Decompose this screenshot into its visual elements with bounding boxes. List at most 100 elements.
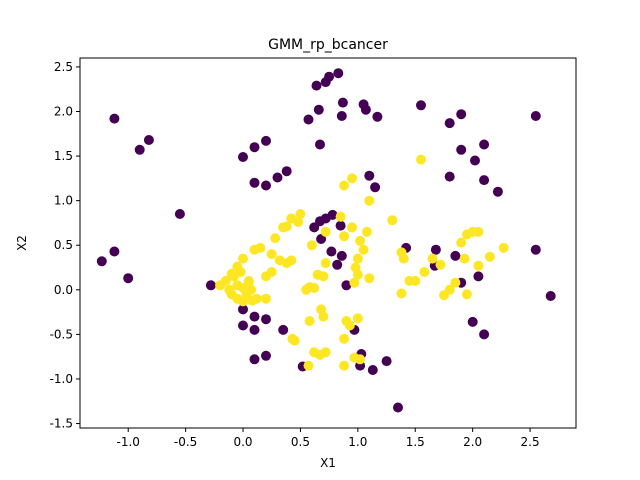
data-point	[261, 314, 271, 325]
data-point	[350, 262, 361, 273]
data-point	[459, 253, 470, 264]
data-point	[473, 271, 484, 282]
data-point	[205, 280, 216, 291]
data-point	[286, 255, 297, 266]
data-point	[278, 222, 289, 233]
data-point	[339, 180, 350, 191]
data-point	[238, 320, 248, 331]
data-point	[303, 114, 314, 125]
y-tick-label: 1.0	[54, 194, 73, 208]
data-point	[393, 402, 403, 413]
x-tick-label: -0.5	[174, 435, 197, 449]
data-point	[278, 324, 289, 335]
data-point	[430, 244, 441, 255]
data-point	[134, 144, 145, 155]
data-point	[261, 180, 271, 191]
data-point	[335, 211, 346, 222]
y-tick-label: 0.5	[54, 238, 73, 252]
data-point	[473, 260, 484, 271]
data-point	[238, 152, 248, 162]
data-point	[318, 271, 329, 282]
data-point	[341, 280, 352, 291]
data-point	[435, 259, 446, 270]
data-point	[311, 80, 322, 91]
data-point	[355, 235, 366, 246]
data-point	[461, 289, 472, 300]
y-tick-label: 0.0	[54, 283, 73, 297]
data-point	[339, 360, 350, 371]
data-point	[358, 244, 369, 255]
y-tick-label: 2.0	[54, 104, 73, 118]
data-point	[272, 172, 283, 183]
data-point	[470, 155, 480, 166]
data-point	[249, 311, 260, 322]
x-tick-label: 2.0	[463, 435, 482, 449]
data-point	[335, 220, 346, 231]
data-point	[498, 242, 509, 253]
data-point	[456, 237, 467, 248]
x-tick-label: 2.5	[521, 435, 540, 449]
data-point	[347, 173, 358, 184]
data-point	[545, 291, 556, 301]
data-point	[416, 154, 426, 165]
data-point	[320, 258, 331, 269]
plot-area	[80, 58, 576, 428]
data-point	[304, 316, 315, 326]
data-point	[444, 284, 455, 295]
data-point	[315, 349, 325, 360]
x-tick-label: 1.0	[348, 435, 367, 449]
points-layer	[96, 68, 556, 413]
data-point	[484, 251, 495, 262]
x-axis-ticks: -1.0 -0.5 0.0 0.5 1.0 1.5 2.0 2.5	[117, 428, 540, 449]
chart-title: GMM_rp_bcancer	[268, 37, 388, 53]
data-point	[352, 313, 363, 324]
data-point	[303, 360, 314, 371]
data-point	[360, 104, 371, 115]
data-point	[456, 144, 467, 155]
data-point	[174, 209, 185, 219]
data-point	[339, 333, 350, 344]
data-point	[326, 246, 337, 257]
data-point	[261, 135, 271, 146]
data-point	[352, 253, 363, 264]
data-point	[410, 275, 421, 286]
data-point	[226, 268, 237, 279]
data-point	[249, 324, 260, 335]
data-point	[332, 259, 343, 270]
data-point	[215, 280, 226, 291]
data-point	[530, 244, 541, 255]
data-point	[398, 253, 409, 264]
data-point	[238, 296, 248, 307]
y-axis-label: X2	[15, 235, 29, 251]
x-tick-label: 0.5	[291, 435, 310, 449]
data-point	[450, 250, 461, 261]
x-tick-label: -1.0	[117, 435, 140, 449]
data-point	[450, 277, 461, 288]
data-point	[270, 233, 281, 244]
data-point	[387, 215, 398, 226]
data-point	[355, 354, 366, 365]
data-point	[320, 226, 331, 237]
data-point	[246, 284, 257, 295]
x-tick-label: 0.0	[233, 435, 252, 449]
y-tick-label: -0.5	[50, 327, 73, 341]
data-point	[444, 171, 455, 182]
data-point	[96, 256, 107, 267]
data-point	[309, 283, 320, 293]
data-point	[249, 244, 260, 255]
data-point	[261, 293, 271, 304]
data-point	[238, 304, 248, 315]
plot-frame	[79, 57, 577, 429]
data-point	[479, 139, 490, 150]
data-point	[266, 249, 277, 260]
data-point	[427, 253, 438, 264]
data-point	[336, 111, 347, 121]
data-point	[364, 170, 375, 181]
data-point	[143, 135, 154, 145]
data-point	[396, 288, 407, 299]
y-axis-ticks: -1.5 -1.0 -0.5 0.0 0.5 1.0 1.5 2.0 2.5	[50, 60, 80, 431]
data-point	[232, 261, 243, 272]
data-point	[362, 226, 372, 237]
data-point	[473, 226, 484, 237]
